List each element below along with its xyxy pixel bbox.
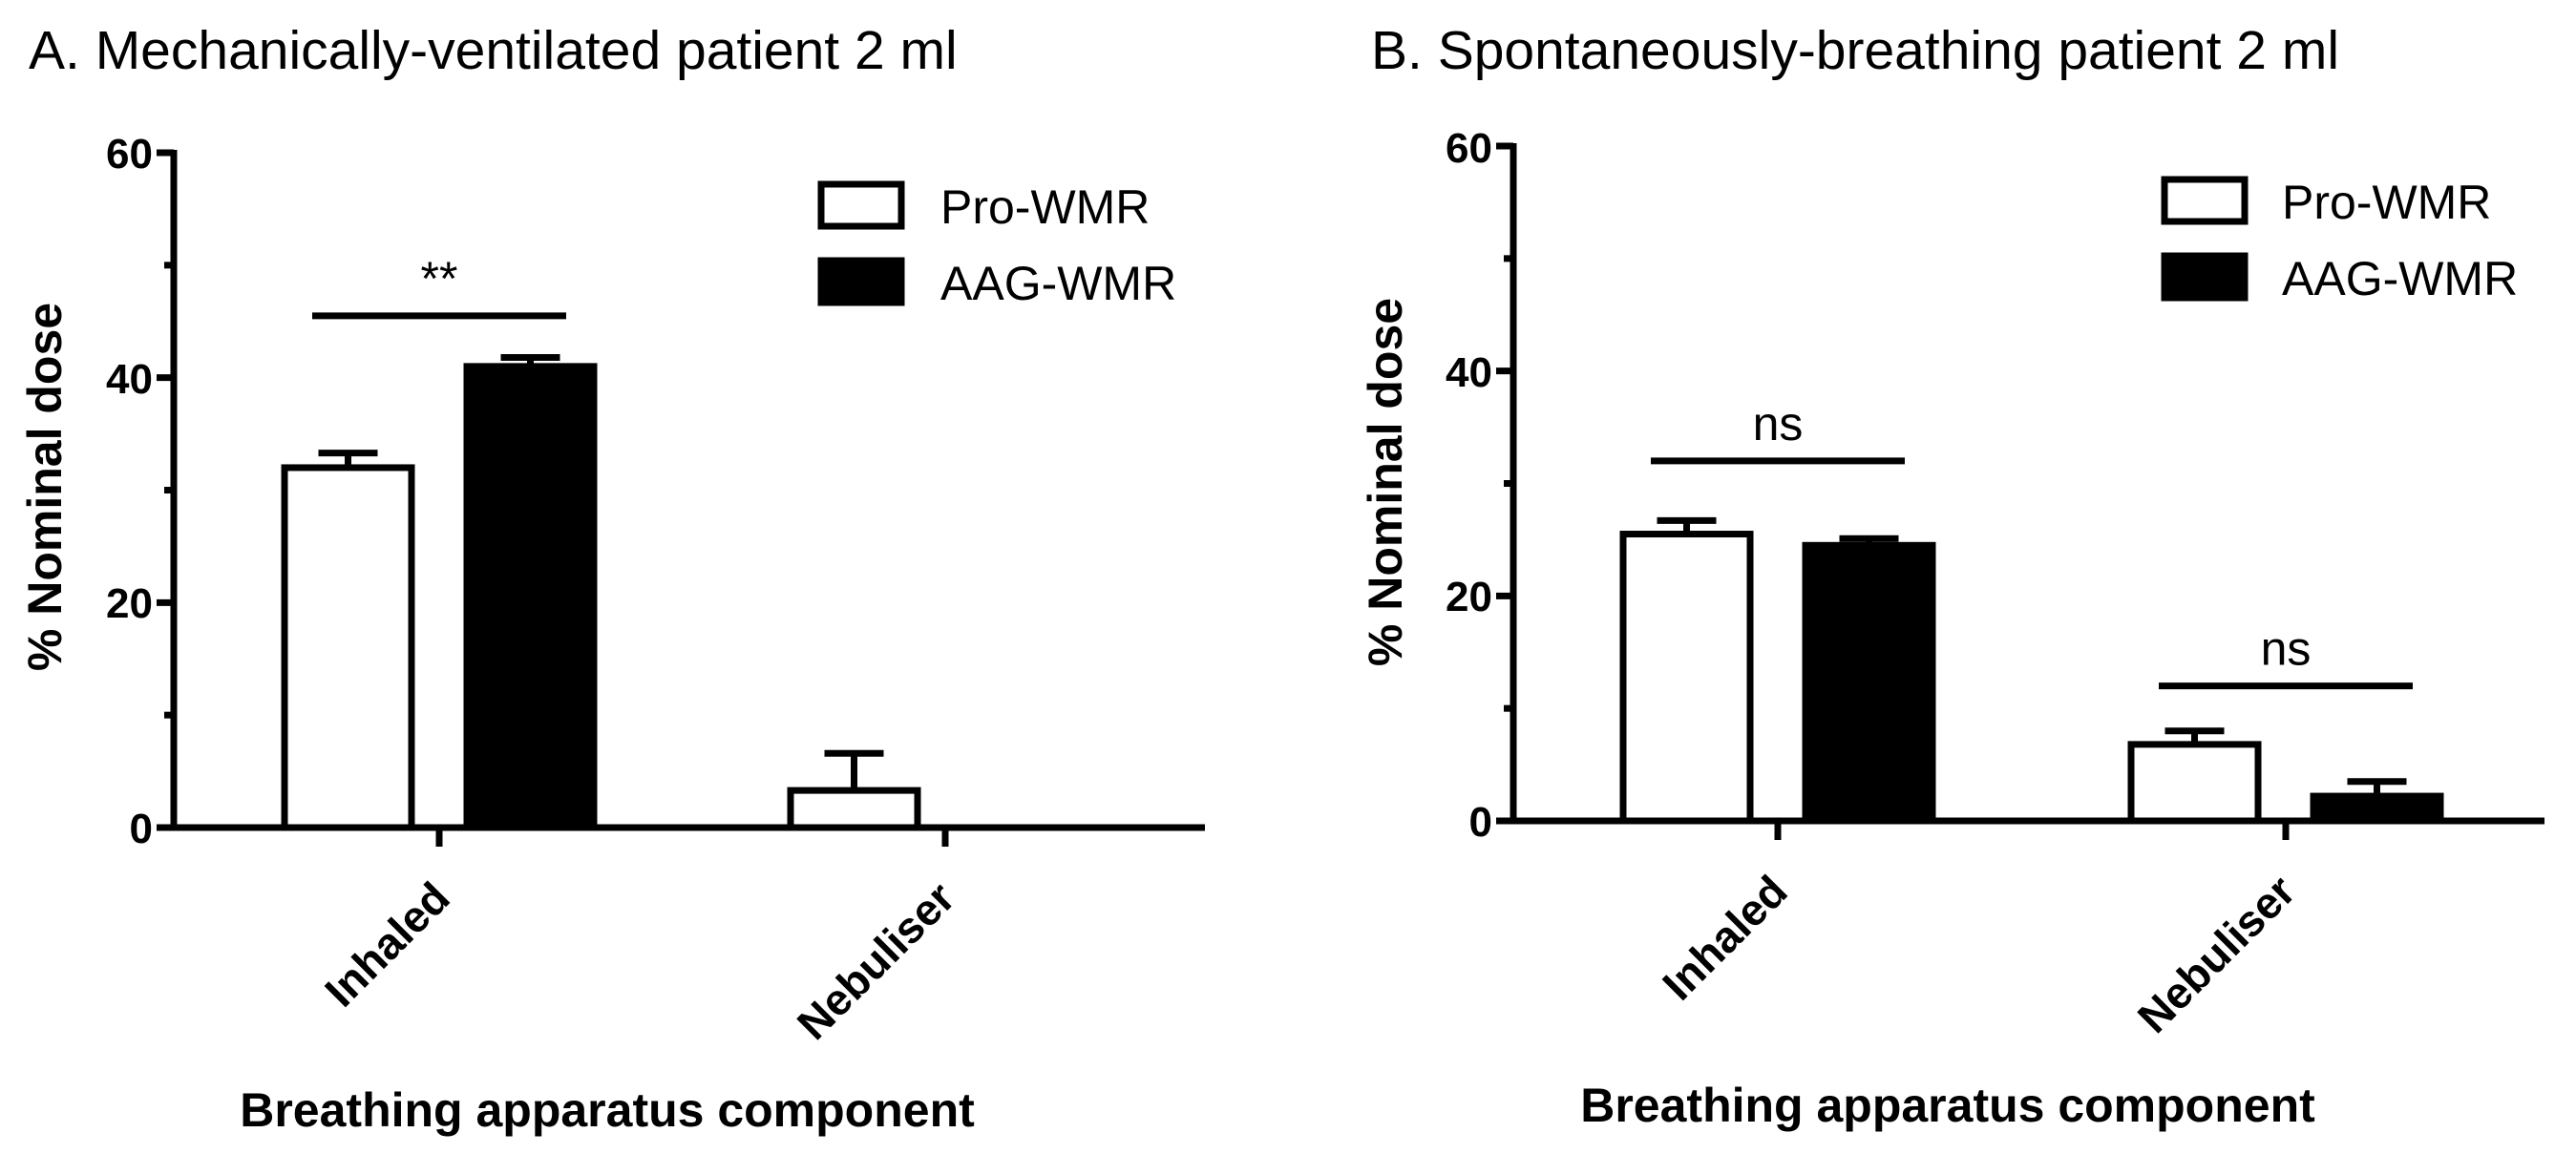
panel-a-legend-label-pro-wmr: Pro-WMR xyxy=(940,180,1150,234)
panel-b-title: B. Spontaneously-breathing patient 2 ml xyxy=(1371,20,2339,81)
panel-b-legend-swatch-pro-wmr xyxy=(2161,176,2249,225)
panel-a-y-axis-title: % Nominal dose xyxy=(18,303,72,671)
panel-a-bar-aag-wmr xyxy=(463,363,598,831)
panel-b-category-label: Inhaled xyxy=(1653,866,1797,1010)
panel-a-chart: A. Mechanically-ventilated patient 2 ml … xyxy=(18,20,1205,1137)
panel-b-chart: B. Spontaneously-breathing patient 2 ml … xyxy=(1359,20,2544,1132)
panel-b-bar-aag-wmr xyxy=(2310,792,2444,825)
panel-a-category-label: Inhaled xyxy=(315,872,459,1017)
panel-b-y-tick-label: 20 xyxy=(1446,574,1492,620)
panel-b-y-tick-label: 40 xyxy=(1446,349,1492,396)
panel-a-y-tick-label: 0 xyxy=(130,806,153,852)
panel-b-significance-label: ns xyxy=(1753,397,1804,451)
panel-b-y-tick-label: 60 xyxy=(1446,125,1492,172)
panel-b-legend-label-aag-wmr: AAG-WMR xyxy=(2282,252,2518,305)
panel-a-y-tick-label: 40 xyxy=(106,356,153,403)
panel-a-y-tick-label: 60 xyxy=(106,131,153,178)
panel-b-plot-area: ns ns xyxy=(1496,142,2544,840)
panel-b-y-axis-title: % Nominal dose xyxy=(1359,298,1412,666)
panel-b-x-axis-title: Breathing apparatus component xyxy=(1580,1079,2315,1132)
panel-b-legend-swatch-aag-wmr xyxy=(2161,252,2249,302)
panel-a-legend-swatch-pro-wmr xyxy=(817,180,905,230)
panel-b-significance-label: ns xyxy=(2261,622,2312,676)
panel-b-bar-aag-wmr xyxy=(1802,541,1936,825)
panel-a-significance-label: ** xyxy=(421,252,458,305)
panel-a-category-label: Nebuliser xyxy=(788,872,964,1049)
panel-b-legend-label-pro-wmr: Pro-WMR xyxy=(2282,176,2491,229)
panel-a-legend-label-aag-wmr: AAG-WMR xyxy=(940,257,1176,310)
panel-b-bar-pro-wmr xyxy=(1619,531,1754,825)
panel-a-bar-pro-wmr xyxy=(281,464,415,831)
panel-b-y-tick-label: 0 xyxy=(1469,799,1492,846)
panel-a-plot-area: ** xyxy=(157,149,1205,847)
panel-a-title: A. Mechanically-ventilated patient 2 ml xyxy=(29,20,958,81)
panel-a-x-axis-title: Breathing apparatus component xyxy=(240,1083,975,1137)
panel-b-bar-pro-wmr xyxy=(2127,741,2262,825)
panel-a-bar-pro-wmr xyxy=(787,787,921,831)
panel-a-y-tick-label: 20 xyxy=(106,580,153,627)
panel-a-legend-swatch-aag-wmr xyxy=(817,257,905,306)
panel-b-category-label: Nebuliser xyxy=(2128,866,2305,1042)
